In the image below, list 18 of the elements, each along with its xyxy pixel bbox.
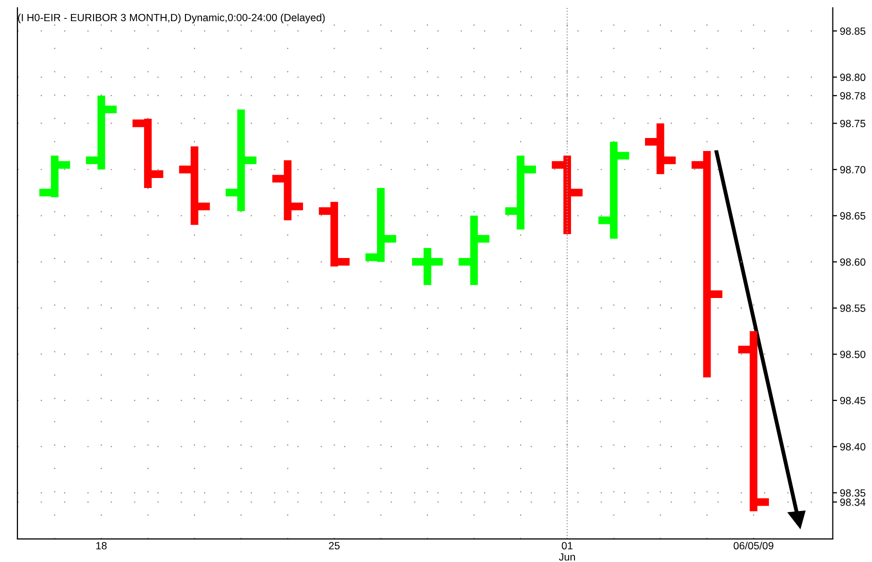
- y-tick-label: 98.50: [840, 350, 866, 358]
- y-tick-label: 98.40: [840, 443, 866, 450]
- y-tick-label: 98.85: [840, 27, 866, 35]
- y-tick-label: 98.35: [840, 489, 866, 497]
- y-tick-label: 98.75: [840, 120, 866, 128]
- y-tick-label: 98.80: [840, 74, 866, 82]
- y-tick-label: 98.70: [840, 166, 866, 174]
- y-tick-label: 98.60: [840, 258, 866, 266]
- text: (I H0-EIR - EURIBOR 3 MONTH,D) Dynamic,0:00-24:00 (Delayed): [18, 14, 325, 24]
- y-tick-label: 98.45: [840, 396, 866, 404]
- y-tick-label: 98.55: [840, 304, 866, 312]
- y-tick-label: 98.34: [840, 498, 866, 506]
- x-tick-label: 01 Jun: [558, 542, 575, 561]
- x-tick-label: 18: [96, 542, 107, 550]
- y-tick-label: 98.78: [840, 92, 866, 100]
- x-tick-label: 06/05/09: [734, 542, 774, 550]
- y-tick-label: 98.65: [840, 212, 866, 220]
- x-tick-label: 25: [328, 542, 340, 550]
